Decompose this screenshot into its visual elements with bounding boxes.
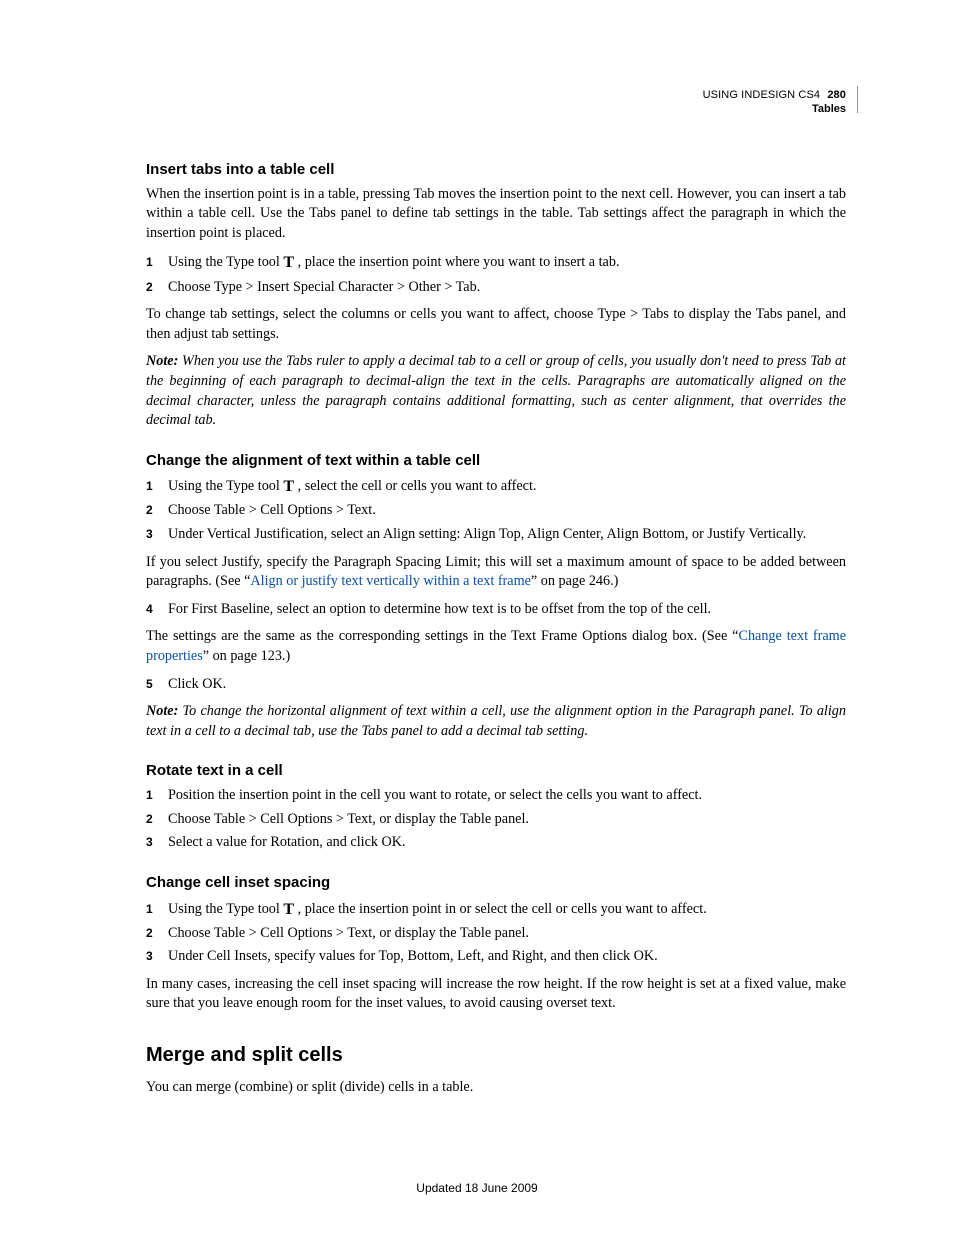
- step-text: Under Cell Insets, specify values for To…: [168, 947, 846, 967]
- type-tool-icon: T: [283, 478, 294, 495]
- step-text: Choose Type > Insert Special Character >…: [168, 278, 846, 298]
- step-text: Click OK.: [168, 675, 846, 695]
- step-item: 1 Using the Type tool T , place the inse…: [146, 898, 846, 920]
- step-text: Choose Table > Cell Options > Text, or d…: [168, 810, 846, 830]
- type-tool-icon: T: [283, 254, 294, 271]
- step-item: 1 Position the insertion point in the ce…: [146, 786, 846, 806]
- step-text: Using the Type tool T , place the insert…: [168, 251, 846, 273]
- steps-change-alignment-c: 5 Click OK.: [146, 675, 846, 695]
- step-text: For First Baseline, select an option to …: [168, 600, 846, 620]
- step-item: 1 Using the Type tool T , select the cel…: [146, 475, 846, 497]
- paragraph: If you select Justify, specify the Parag…: [146, 553, 846, 592]
- intro-paragraph: When the insertion point is in a table, …: [146, 185, 846, 244]
- header-product-line: USING INDESIGN CS4 280: [703, 88, 846, 102]
- step-number: 5: [146, 676, 162, 693]
- note: Note: To change the horizontal alignment…: [146, 702, 846, 741]
- paragraph: You can merge (combine) or split (divide…: [146, 1078, 846, 1098]
- step-item: 5 Click OK.: [146, 675, 846, 695]
- step-item: 2 Choose Table > Cell Options > Text.: [146, 501, 846, 521]
- steps-insert-tabs: 1 Using the Type tool T , place the inse…: [146, 251, 846, 297]
- heading-merge-split: Merge and split cells: [146, 1042, 846, 1070]
- footer-updated: Updated 18 June 2009: [0, 1181, 954, 1195]
- header-product: USING INDESIGN CS4: [703, 89, 821, 101]
- note-body: To change the horizontal alignment of te…: [146, 703, 846, 739]
- step-number: 1: [146, 478, 162, 495]
- steps-rotate-text: 1 Position the insertion point in the ce…: [146, 786, 846, 853]
- step-number: 1: [146, 901, 162, 918]
- step-text: Choose Table > Cell Options > Text.: [168, 501, 846, 521]
- note: Note: When you use the Tabs ruler to app…: [146, 352, 846, 430]
- step-text: Select a value for Rotation, and click O…: [168, 833, 846, 853]
- heading-insert-tabs: Insert tabs into a table cell: [146, 160, 846, 181]
- step-item: 2 Choose Table > Cell Options > Text, or…: [146, 810, 846, 830]
- step-item: 2 Choose Type > Insert Special Character…: [146, 278, 846, 298]
- paragraph: To change tab settings, select the colum…: [146, 305, 846, 344]
- steps-change-alignment-a: 1 Using the Type tool T , select the cel…: [146, 475, 846, 544]
- step-item: 3 Under Vertical Justification, select a…: [146, 525, 846, 545]
- step-number: 1: [146, 787, 162, 804]
- steps-change-alignment-b: 4 For First Baseline, select an option t…: [146, 600, 846, 620]
- step-number: 4: [146, 601, 162, 618]
- header-section: Tables: [703, 102, 846, 116]
- note-label: Note:: [146, 703, 178, 719]
- step-text: Using the Type tool T , select the cell …: [168, 475, 846, 497]
- heading-rotate-text: Rotate text in a cell: [146, 761, 846, 782]
- type-tool-icon: T: [283, 901, 294, 918]
- step-item: 2 Choose Table > Cell Options > Text, or…: [146, 924, 846, 944]
- step-number: 3: [146, 948, 162, 965]
- step-number: 2: [146, 279, 162, 296]
- note-body: When you use the Tabs ruler to apply a d…: [146, 353, 846, 428]
- content: Insert tabs into a table cell When the i…: [146, 160, 846, 1097]
- step-number: 3: [146, 526, 162, 543]
- step-text: Choose Table > Cell Options > Text, or d…: [168, 924, 846, 944]
- step-item: 1 Using the Type tool T , place the inse…: [146, 251, 846, 273]
- page-number: 280: [827, 89, 846, 101]
- paragraph: The settings are the same as the corresp…: [146, 627, 846, 666]
- step-text: Under Vertical Justification, select an …: [168, 525, 846, 545]
- step-text: Position the insertion point in the cell…: [168, 786, 846, 806]
- note-label: Note:: [146, 353, 178, 369]
- paragraph: In many cases, increasing the cell inset…: [146, 975, 846, 1014]
- header-divider: [857, 86, 858, 113]
- link-align-justify[interactable]: Align or justify text vertically within …: [250, 573, 531, 589]
- step-number: 3: [146, 834, 162, 851]
- step-number: 2: [146, 811, 162, 828]
- page-header: USING INDESIGN CS4 280 Tables: [703, 88, 846, 117]
- steps-cell-inset: 1 Using the Type tool T , place the inse…: [146, 898, 846, 967]
- step-text: Using the Type tool T , place the insert…: [168, 898, 846, 920]
- page: USING INDESIGN CS4 280 Tables Insert tab…: [0, 0, 954, 1235]
- heading-cell-inset: Change cell inset spacing: [146, 873, 846, 894]
- step-number: 1: [146, 254, 162, 271]
- heading-change-alignment: Change the alignment of text within a ta…: [146, 451, 846, 472]
- step-number: 2: [146, 925, 162, 942]
- step-item: 3 Select a value for Rotation, and click…: [146, 833, 846, 853]
- step-item: 3 Under Cell Insets, specify values for …: [146, 947, 846, 967]
- step-item: 4 For First Baseline, select an option t…: [146, 600, 846, 620]
- step-number: 2: [146, 502, 162, 519]
